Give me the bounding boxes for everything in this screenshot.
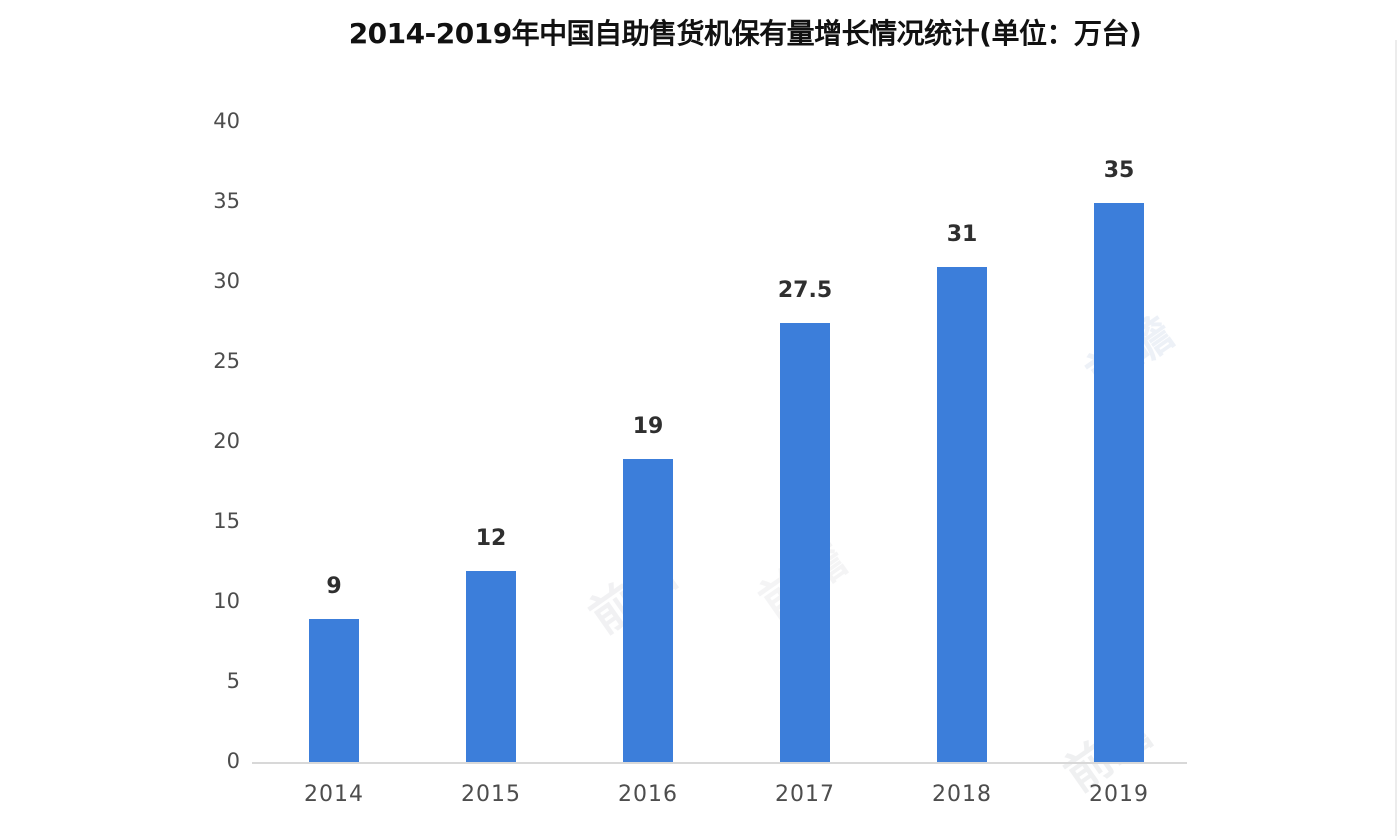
bar-value-label: 9 bbox=[326, 574, 342, 599]
y-tick-label-30: 30 bbox=[213, 269, 240, 293]
y-tick-label-35: 35 bbox=[213, 189, 240, 213]
bar-value-label: 12 bbox=[475, 526, 507, 551]
y-tick-label-15: 15 bbox=[213, 509, 240, 533]
x-tick-label-2017: 2017 bbox=[775, 782, 835, 807]
y-tick-label-5: 5 bbox=[226, 669, 240, 693]
bar-2016 bbox=[623, 459, 673, 763]
x-tick-label-2014: 2014 bbox=[304, 782, 364, 807]
bar-2017 bbox=[780, 323, 830, 763]
y-tick-label-0: 0 bbox=[226, 749, 240, 773]
bar-value-label: 35 bbox=[1103, 158, 1135, 183]
image-right-border bbox=[1395, 40, 1397, 836]
y-tick-label-25: 25 bbox=[213, 349, 240, 373]
bar-value-label: 19 bbox=[632, 414, 664, 439]
x-tick-label-2018: 2018 bbox=[932, 782, 992, 807]
x-axis-line bbox=[252, 762, 1187, 764]
y-tick-label-20: 20 bbox=[213, 429, 240, 453]
y-tick-label-40: 40 bbox=[213, 109, 240, 133]
x-tick-label-2016: 2016 bbox=[618, 782, 678, 807]
bar-2015 bbox=[466, 571, 516, 763]
bar-2018 bbox=[937, 267, 987, 763]
bar-value-label: 31 bbox=[946, 222, 978, 247]
bar-2019 bbox=[1094, 203, 1144, 763]
bar-value-label: 27.5 bbox=[777, 278, 833, 303]
x-tick-label-2019: 2019 bbox=[1089, 782, 1149, 807]
x-tick-label-2015: 2015 bbox=[461, 782, 521, 807]
chart-title: 2014-2019年中国自助售货机保有量增长情况统计(单位：万台) bbox=[348, 17, 1142, 50]
bar-2014 bbox=[309, 619, 359, 763]
y-tick-label-10: 10 bbox=[213, 589, 240, 613]
